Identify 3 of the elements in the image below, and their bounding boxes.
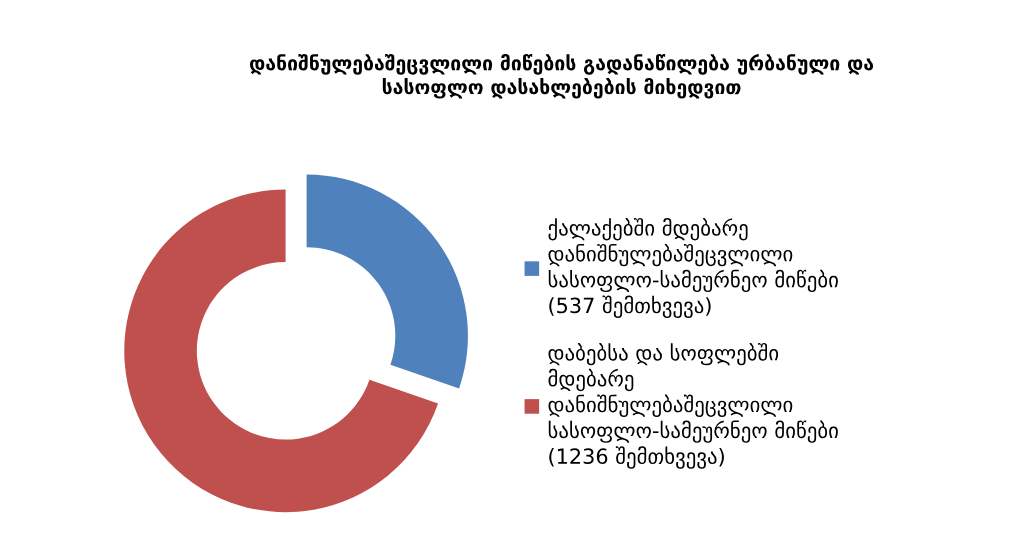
legend-label: ქალაქებში მდებარე დანიშნულებაშეცვლილი სასოფლო-სამეურნეო მიწები (537 შემთხვევა) [548, 218, 838, 318]
legend-label: დაბებსა და სოფლებში მდებარე დანიშნულებაშეცვლილი სასოფლო-სამეურნეო მიწები (1236 შემთხვევა) [548, 342, 838, 469]
chart-title: დანიშნულებაშეცვლილი მიწების გადანაწილება ურბანული და სასოფლო დასახლებების მიხედვით [250, 54, 874, 99]
